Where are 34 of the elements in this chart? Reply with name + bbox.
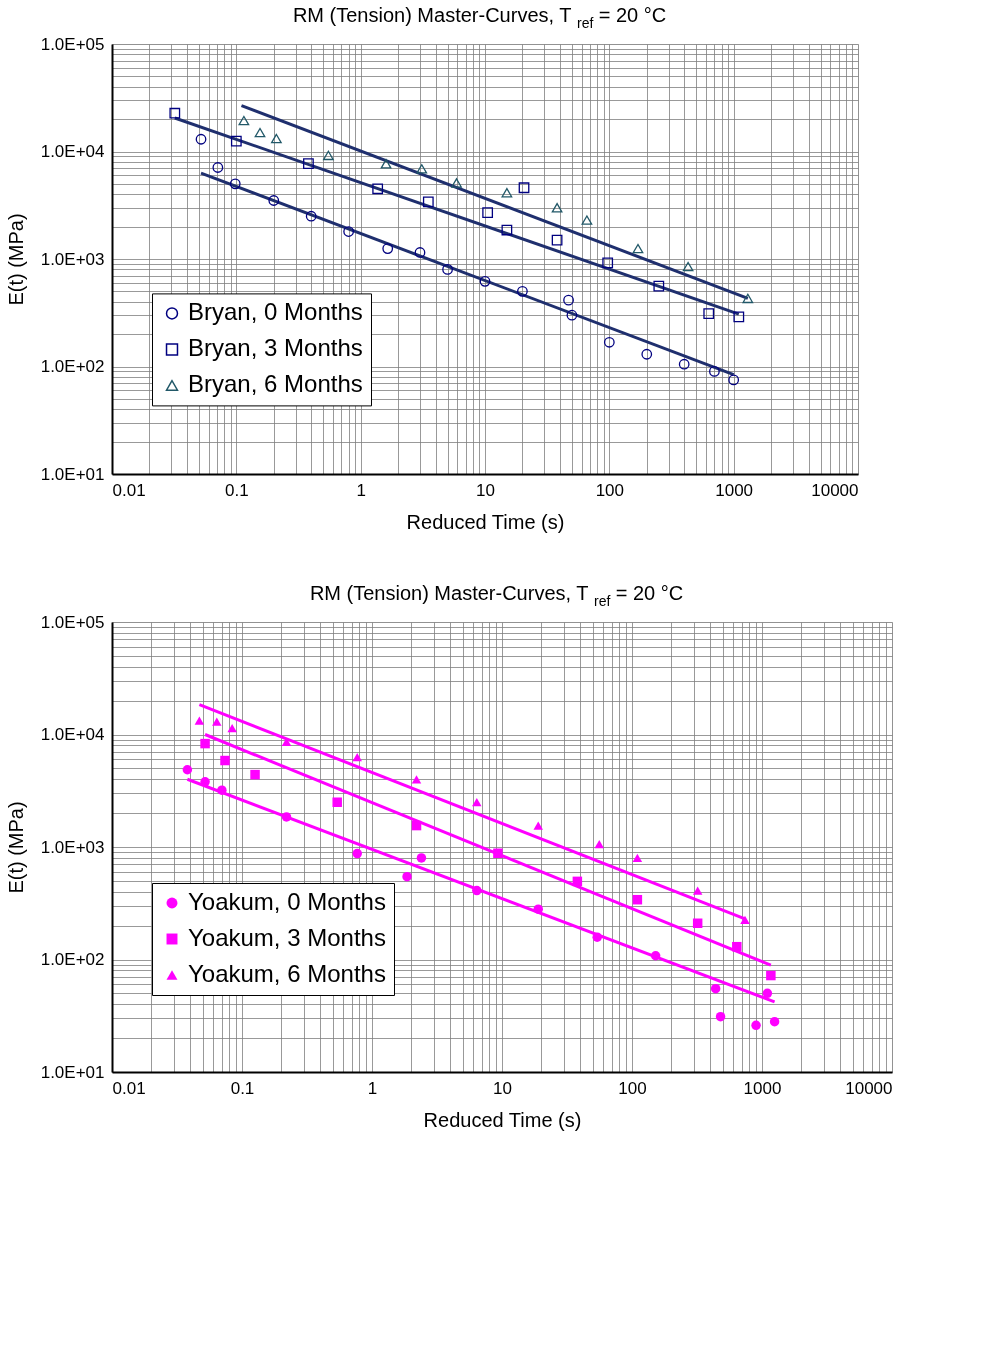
legend-label: Bryan, 0 Months xyxy=(188,298,363,326)
y-axis-title: E(t) (MPa) xyxy=(4,213,27,306)
y-tick-label: 1.0E+02 xyxy=(40,357,105,376)
y-tick-label: 1.0E+04 xyxy=(40,725,105,744)
y-tick-label: 1.0E+05 xyxy=(40,34,105,54)
y-tick-label: 1.0E+01 xyxy=(40,464,105,484)
x-tick-label: 1000 xyxy=(743,1078,782,1098)
x-tick-label: 0.01 xyxy=(112,1078,146,1098)
y-tick-label: 1.0E+03 xyxy=(40,837,105,857)
y-tick-label: 1.0E+01 xyxy=(40,1062,105,1082)
x-tick-label: 0.1 xyxy=(230,1078,255,1098)
legend-label: Yoakum, 6 Months xyxy=(188,960,386,987)
y-tick-label: 1.0E+05 xyxy=(40,612,105,632)
y-axis-title: E(t) (MPa) xyxy=(4,801,27,894)
y-tick-label: 1.0E+02 xyxy=(40,950,105,969)
legend-label: Bryan, 6 Months xyxy=(188,370,363,398)
legend-label: Bryan, 3 Months xyxy=(188,334,363,362)
legend-label: Yoakum, 0 Months xyxy=(188,888,386,915)
x-tick-label: 10000 xyxy=(845,1078,893,1098)
x-axis-title: Reduced Time (s) xyxy=(423,1108,582,1131)
x-tick-label: 10 xyxy=(476,480,495,500)
x-tick-label: 1000 xyxy=(715,480,754,500)
x-tick-label: 100 xyxy=(595,480,625,500)
y-tick-label: 1.0E+03 xyxy=(40,249,105,269)
x-tick-label: 1 xyxy=(367,1078,378,1098)
x-tick-label: 1 xyxy=(356,480,366,500)
legend-label: Yoakum, 3 Months xyxy=(188,924,386,951)
x-tick-label: 0.01 xyxy=(112,480,146,500)
y-tick-label: 1.0E+04 xyxy=(40,142,105,161)
x-tick-label: 100 xyxy=(618,1078,647,1098)
x-tick-label: 10000 xyxy=(811,480,859,500)
x-axis-title: Reduced Time (s) xyxy=(406,510,565,533)
x-tick-label: 0.1 xyxy=(225,480,249,500)
x-tick-label: 10 xyxy=(493,1078,512,1098)
